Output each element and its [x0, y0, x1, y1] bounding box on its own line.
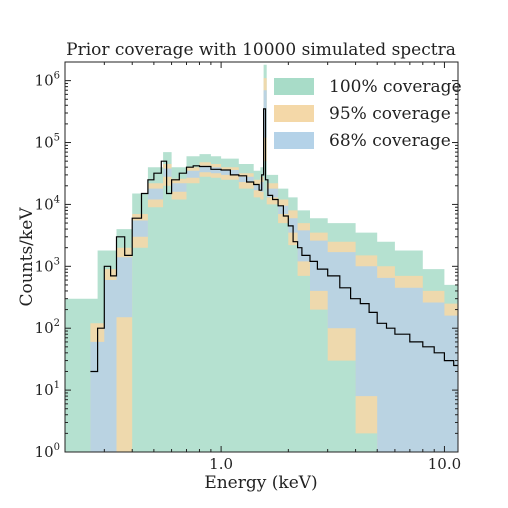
y-tick-label: 103 [35, 256, 60, 275]
y-tick-label: 102 [35, 318, 60, 337]
y-tick-label: 106 [35, 71, 60, 90]
legend-label: 100% coverage [329, 77, 462, 97]
y-axis: 100 101 102 103 104 105 106 [35, 61, 458, 461]
legend-label: 68% coverage [329, 131, 451, 151]
legend-swatch [274, 105, 314, 122]
x-tick-label: 10.0 [428, 455, 461, 473]
x-axis: 1.0 10.0 [64, 62, 461, 473]
y-tick-label: 100 [35, 442, 60, 461]
coverage-band-3 [90, 90, 458, 452]
legend-swatch [274, 78, 314, 95]
observed-spectrum-line [90, 108, 458, 373]
observed-spectrum [90, 108, 458, 373]
y-axis-label: Counts/keV [17, 207, 37, 307]
legend: 100% coverage 95% coverage 68% coverage [274, 77, 462, 151]
legend-label: 95% coverage [329, 104, 451, 124]
chart-title: Prior coverage with 10000 simulated spec… [66, 40, 456, 60]
x-axis-label: Energy (keV) [204, 473, 317, 493]
legend-swatch [274, 132, 314, 149]
y-tick-label: 101 [35, 380, 60, 399]
x-tick-label: 1.0 [209, 455, 233, 473]
y-tick-label: 105 [35, 133, 60, 152]
plot-frame [64, 61, 459, 453]
y-tick-label: 104 [35, 194, 60, 213]
